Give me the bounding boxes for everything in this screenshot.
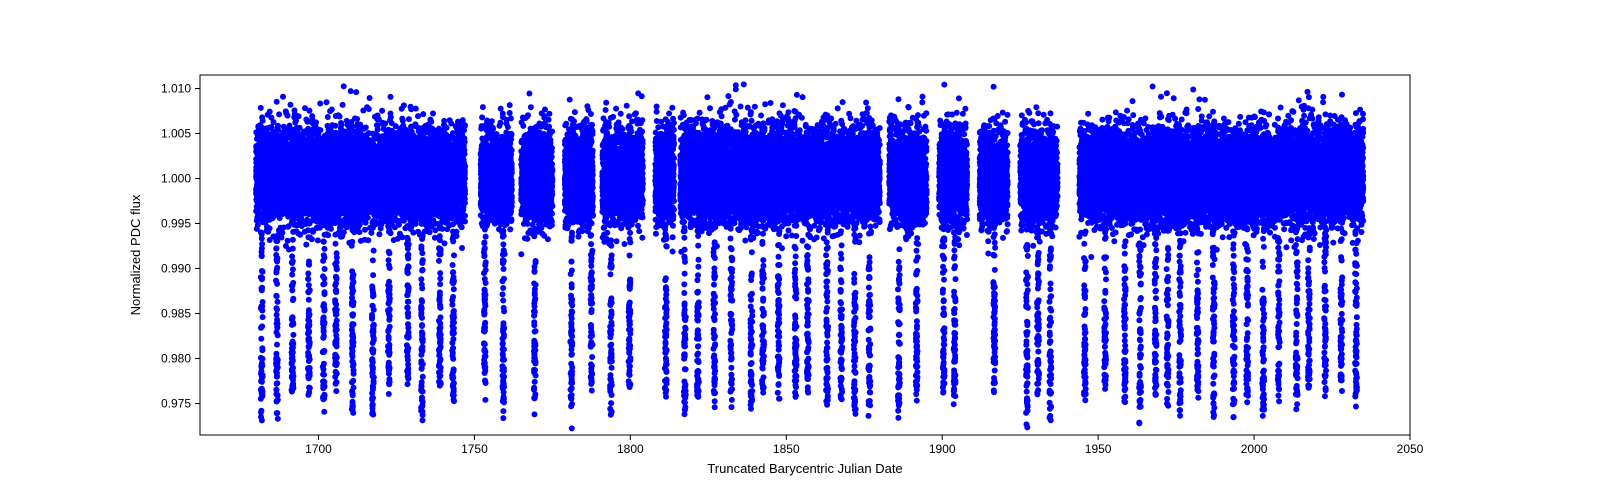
y-tick-label: 0.985: [161, 307, 191, 321]
y-tick-label: 1.010: [161, 82, 191, 96]
x-tick-label: 1700: [305, 442, 332, 456]
y-tick-label: 1.000: [161, 172, 191, 186]
y-tick-label: 0.975: [161, 397, 191, 411]
x-tick-label: 2000: [1241, 442, 1268, 456]
x-tick-label: 1900: [929, 442, 956, 456]
y-axis-label: Normalized PDC flux: [128, 194, 143, 315]
x-tick-label: 1750: [461, 442, 488, 456]
x-tick-label: 1850: [773, 442, 800, 456]
y-tick-label: 0.980: [161, 352, 191, 366]
x-tick-label: 1950: [1085, 442, 1112, 456]
chart-svg: 1700 1750 1800 1850 1900 1950 2000 2050 0.975 0.9…: [0, 0, 1600, 500]
lightcurve-chart: 1700 1750 1800 1850 1900 1950 2000 2050 0.975 0.9…: [0, 0, 1600, 500]
x-axis-label: Truncated Barycentric Julian Date: [707, 461, 902, 476]
y-tick-label: 0.990: [161, 262, 191, 276]
x-tick-label: 1800: [617, 442, 644, 456]
y-tick-label: 0.995: [161, 217, 191, 231]
y-tick-label: 1.005: [161, 127, 191, 141]
x-tick-label: 2050: [1397, 442, 1424, 456]
